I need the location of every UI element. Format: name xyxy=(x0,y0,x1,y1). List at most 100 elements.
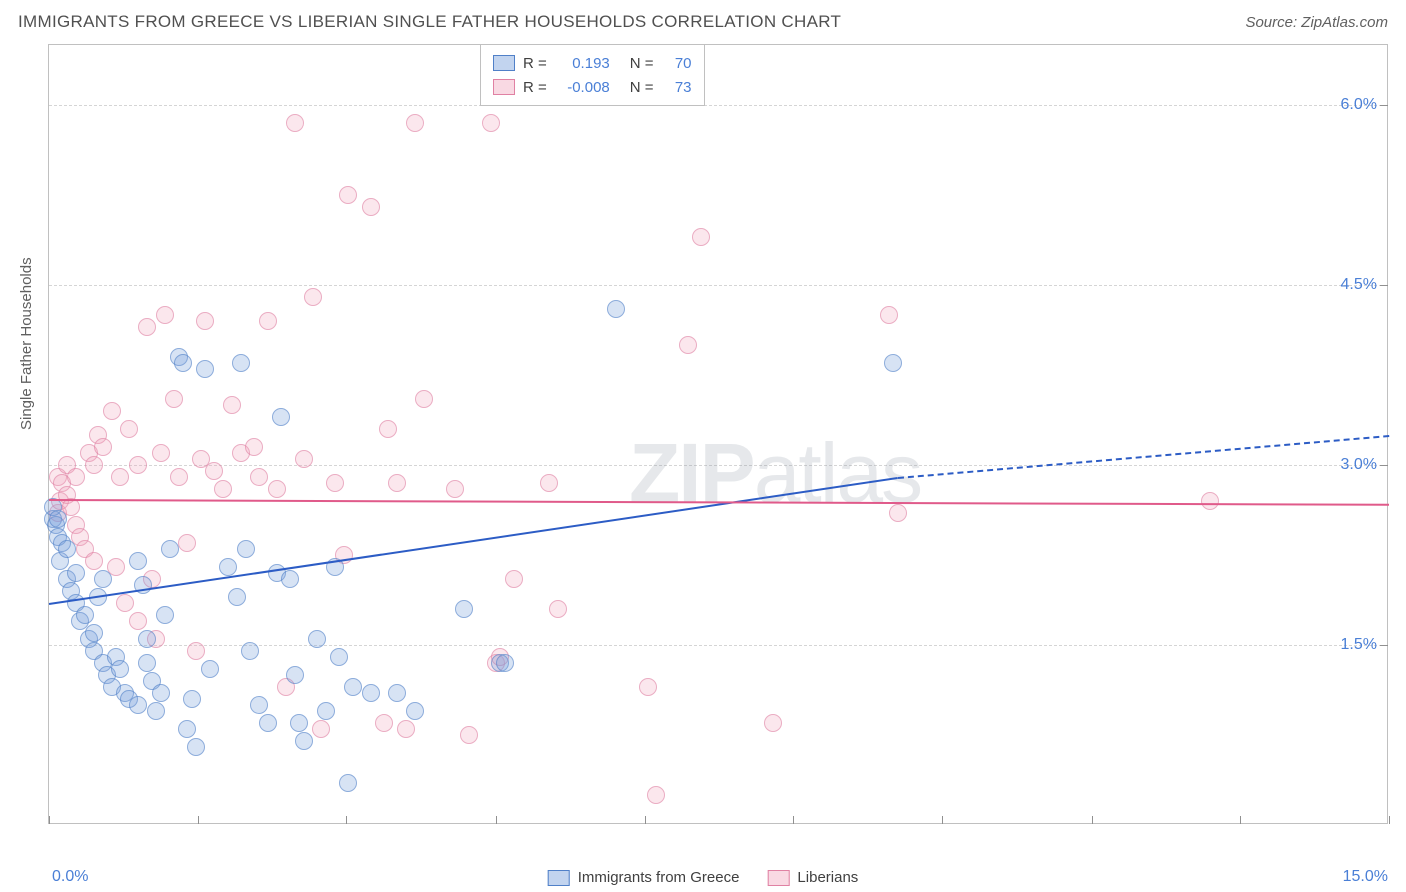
scatter-point xyxy=(129,456,147,474)
scatter-point xyxy=(196,360,214,378)
legend-r-value: -0.008 xyxy=(555,79,610,96)
scatter-point xyxy=(272,408,290,426)
scatter-point xyxy=(339,186,357,204)
scatter-point xyxy=(647,786,665,804)
x-tick-mark xyxy=(198,816,199,824)
y-tick-label: 6.0% xyxy=(1341,96,1377,114)
watermark: ZIPatlas xyxy=(629,425,921,522)
legend-swatch xyxy=(493,55,515,71)
scatter-point xyxy=(250,468,268,486)
x-tick-mark xyxy=(942,816,943,824)
scatter-point xyxy=(540,474,558,492)
scatter-point xyxy=(138,318,156,336)
legend-swatch xyxy=(493,79,515,95)
scatter-point xyxy=(639,678,657,696)
gridline xyxy=(49,465,1387,466)
legend-r-label: R = xyxy=(523,79,547,96)
scatter-point xyxy=(232,354,250,372)
legend-n-value: 73 xyxy=(662,79,692,96)
chart-source: Source: ZipAtlas.com xyxy=(1245,14,1388,31)
plot-area: ZIPatlas 1.5% 3.0% 4.5% 6.0% xyxy=(48,44,1388,824)
y-tick-label: 3.0% xyxy=(1341,456,1377,474)
x-tick-mark xyxy=(1092,816,1093,824)
y-tick-mark xyxy=(1380,645,1388,646)
scatter-point xyxy=(496,654,514,672)
scatter-point xyxy=(67,564,85,582)
scatter-point xyxy=(85,456,103,474)
scatter-point xyxy=(138,630,156,648)
y-axis-label: Single Father Households xyxy=(18,257,35,430)
y-tick-mark xyxy=(1380,105,1388,106)
scatter-point xyxy=(178,534,196,552)
scatter-point xyxy=(549,600,567,618)
scatter-point xyxy=(375,714,393,732)
scatter-point xyxy=(259,714,277,732)
scatter-point xyxy=(286,114,304,132)
scatter-point xyxy=(183,690,201,708)
legend-row: R = -0.008 N = 73 xyxy=(493,75,692,99)
scatter-point xyxy=(344,678,362,696)
scatter-point xyxy=(237,540,255,558)
scatter-point xyxy=(692,228,710,246)
scatter-point xyxy=(120,420,138,438)
scatter-point xyxy=(880,306,898,324)
scatter-point xyxy=(214,480,232,498)
chart-header: IMMIGRANTS FROM GREECE VS LIBERIAN SINGL… xyxy=(0,0,1406,44)
x-tick-mark xyxy=(496,816,497,824)
trend-line xyxy=(49,477,898,605)
x-axis-min-label: 0.0% xyxy=(52,868,88,886)
legend-bottom-label: Liberians xyxy=(797,869,858,886)
scatter-point xyxy=(205,462,223,480)
chart-title: IMMIGRANTS FROM GREECE VS LIBERIAN SINGL… xyxy=(18,12,841,32)
scatter-point xyxy=(85,624,103,642)
y-tick-mark xyxy=(1380,285,1388,286)
scatter-point xyxy=(455,600,473,618)
scatter-point xyxy=(304,288,322,306)
scatter-point xyxy=(460,726,478,744)
x-tick-mark xyxy=(645,816,646,824)
scatter-point xyxy=(170,468,188,486)
scatter-point xyxy=(196,312,214,330)
x-axis-max-label: 15.0% xyxy=(1343,868,1388,886)
legend-n-value: 70 xyxy=(662,55,692,72)
y-tick-label: 1.5% xyxy=(1341,636,1377,654)
scatter-point xyxy=(94,438,112,456)
scatter-point xyxy=(482,114,500,132)
scatter-point xyxy=(165,390,183,408)
scatter-point xyxy=(187,738,205,756)
scatter-point xyxy=(223,396,241,414)
scatter-point xyxy=(138,654,156,672)
scatter-point xyxy=(187,642,205,660)
scatter-point xyxy=(147,702,165,720)
scatter-point xyxy=(152,684,170,702)
scatter-point xyxy=(295,450,313,468)
legend-swatch xyxy=(548,870,570,886)
legend-n-label: N = xyxy=(630,55,654,72)
gridline xyxy=(49,285,1387,286)
scatter-point xyxy=(201,660,219,678)
scatter-point xyxy=(607,300,625,318)
scatter-point xyxy=(49,510,67,528)
scatter-point xyxy=(268,480,286,498)
scatter-point xyxy=(406,702,424,720)
legend-top: R =0.193N =70R =-0.008N =73 xyxy=(480,44,705,106)
scatter-point xyxy=(362,198,380,216)
scatter-point xyxy=(94,570,112,588)
scatter-point xyxy=(250,696,268,714)
y-tick-label: 4.5% xyxy=(1341,276,1377,294)
scatter-point xyxy=(241,642,259,660)
scatter-point xyxy=(281,570,299,588)
scatter-point xyxy=(259,312,277,330)
scatter-point xyxy=(362,684,380,702)
legend-r-label: R = xyxy=(523,55,547,72)
scatter-point xyxy=(388,684,406,702)
scatter-point xyxy=(505,570,523,588)
scatter-point xyxy=(884,354,902,372)
legend-n-label: N = xyxy=(630,79,654,96)
x-tick-mark xyxy=(793,816,794,824)
scatter-point xyxy=(219,558,237,576)
scatter-point xyxy=(1201,492,1219,510)
scatter-point xyxy=(290,714,308,732)
scatter-point xyxy=(326,474,344,492)
legend-bottom-item: Immigrants from Greece xyxy=(548,869,740,886)
